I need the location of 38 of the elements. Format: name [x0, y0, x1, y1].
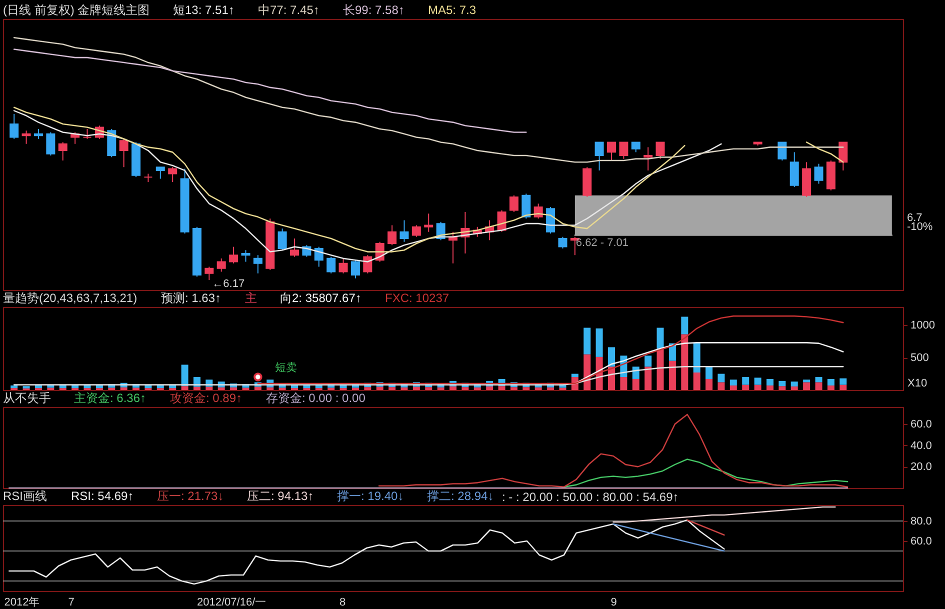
text: 压二: 94.13↑	[247, 489, 314, 503]
x-tick-label: 8	[339, 596, 346, 608]
annotation: 短卖	[274, 361, 297, 374]
y-tick-label: 60.0	[910, 418, 932, 431]
y-tick-label: 1000	[910, 320, 935, 332]
text: 中77: 7.45↑	[258, 3, 320, 17]
text: 撑一: 19.40↓	[337, 489, 404, 503]
text: 存资金: 0.00 : 0.00	[266, 391, 366, 405]
text: 短13: 7.51↑	[173, 3, 234, 17]
y-tick-label: 80.0	[910, 516, 932, 528]
text: 主资金: 6.36↑	[74, 391, 146, 405]
text: FXC: 10237	[385, 291, 450, 305]
text: 预测: 1.63↑	[161, 291, 222, 305]
legend-title: 从不失手	[3, 391, 51, 405]
x-tick-label: 9	[610, 596, 617, 608]
x-tick-label: 2012年	[4, 596, 40, 608]
legend-title: 量趋势(20,43,63,7,13,21)	[3, 291, 138, 305]
series-label: 6.62 - 7.01	[576, 237, 629, 250]
x-tick-label: 7	[68, 596, 74, 608]
legend-title: (日线 前复权) 金牌短线主图	[3, 3, 150, 17]
y-tick-label: 60.0	[910, 536, 932, 548]
text: 攻资金: 0.89↑	[170, 391, 242, 405]
text: RSI: 54.69↑	[71, 489, 134, 503]
y-tick-label: 40.0	[910, 440, 932, 452]
text: MA5: 7.3	[428, 3, 476, 17]
text: 主	[245, 291, 257, 305]
text: -10%	[907, 221, 933, 233]
y-tick-label: 20.0	[910, 461, 932, 474]
text: 长99: 7.58↑	[343, 3, 404, 17]
text: 压一: 21.73↓	[157, 489, 224, 503]
text: : - : 20.00 : 50.00 : 80.00 : 54.69↑	[502, 490, 679, 504]
text: 向2: 35807.67↑	[280, 291, 362, 305]
annotation: ←6.17	[212, 278, 245, 290]
y-tick-label: 500	[910, 352, 929, 364]
legend-title: RSI画线	[3, 489, 48, 503]
x-tick-label: 2012/07/16/一	[197, 596, 266, 608]
legend-label: 撑二: 28.94↓	[427, 489, 494, 503]
y-axis-title: X10	[908, 378, 928, 390]
